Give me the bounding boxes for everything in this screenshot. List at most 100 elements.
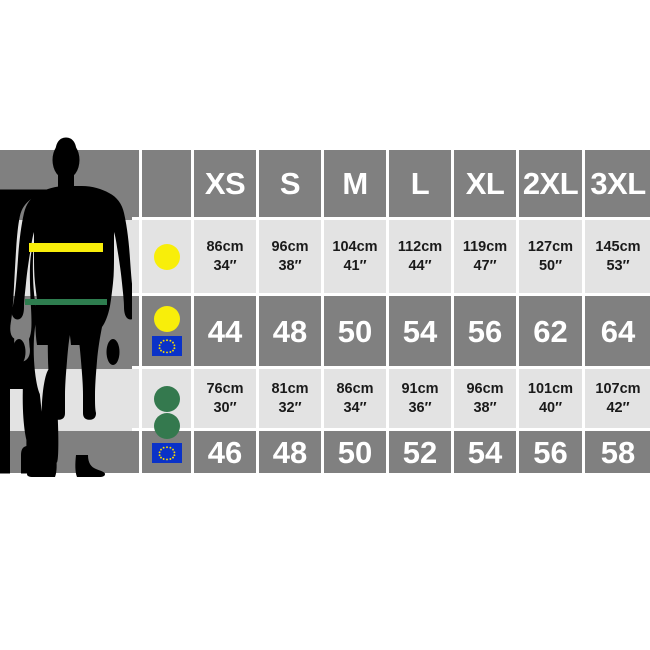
cell-chest-eu-xs: 44 (194, 296, 259, 369)
measure-cm: 145cm (595, 239, 641, 256)
measure-cm: 101cm (527, 381, 574, 398)
measure-cm: 86cm (336, 381, 374, 398)
row-spacer-cell (132, 431, 142, 473)
chest-eu-marker-cell (142, 296, 194, 369)
marker-group (142, 413, 191, 463)
body-figure-panel (0, 137, 132, 477)
cell-waist-cm-s: 81cm 32″ (259, 369, 324, 431)
cell-chest-eu-s: 48 (259, 296, 324, 369)
chest-marker-cell (142, 220, 194, 296)
row-spacer-cell (132, 220, 142, 296)
cell-waist-cm-m: 86cm 34″ (324, 369, 389, 431)
table-row-waist-cm: 76cm 30″ 81cm 32″ 86cm 34″ (132, 369, 650, 431)
green-waist-measure-line (25, 299, 107, 305)
measure-cm: 119cm (462, 239, 508, 256)
table-row-waist-eu: 46 48 50 52 54 56 58 (132, 413, 650, 473)
measure-inch: 47″ (473, 257, 497, 274)
cell-chest-cm-s: 96cm 38″ (259, 220, 324, 296)
measure-inch: 32″ (278, 399, 302, 416)
measure-value: 145cm 53″ (595, 238, 640, 274)
measure-inch: 34″ (213, 257, 237, 274)
marker-group (151, 306, 182, 356)
header-spacer-cell (132, 150, 142, 220)
measure-inch: 41″ (343, 257, 367, 274)
measure-cm: 112cm (397, 239, 443, 256)
eu-size-value: 56 (533, 434, 568, 470)
measure-value: 86cm 34″ (206, 238, 243, 274)
measure-inch: 30″ (213, 399, 237, 416)
measure-inch: 40″ (538, 399, 563, 416)
yellow-dot-icon (153, 243, 180, 270)
cell-waist-cm-2xl: 101cm 40″ (519, 369, 585, 431)
measure-value: 127cm 50″ (528, 238, 573, 274)
header-size-3xl: 3XL (585, 150, 650, 220)
measure-inch: 36″ (408, 399, 432, 416)
cell-chest-cm-2xl: 127cm 50″ (519, 220, 585, 296)
cell-chest-cm-l: 112cm 44″ (389, 220, 454, 296)
measure-value: 86cm 34″ (336, 380, 373, 416)
cell-chest-eu-l: 54 (389, 296, 454, 369)
measure-value: 112cm 44″ (398, 238, 442, 274)
eu-size-value: 50 (337, 434, 373, 470)
size-label: S (279, 166, 301, 201)
waist-eu-marker-cell (142, 413, 194, 473)
cell-waist-eu-xl: 54 (454, 431, 519, 473)
measure-cm: 91cm (401, 381, 439, 398)
eu-size-value: 48 (272, 313, 308, 349)
eu-size-value: 54 (402, 313, 438, 349)
cell-waist-eu-xs: 46 (194, 431, 259, 473)
marker-group (153, 243, 180, 270)
header-size-xs: XS (194, 150, 259, 220)
table-header-row: XS S M L XL 2XL 3XL (132, 150, 650, 220)
measure-cm: 107cm (595, 381, 641, 398)
row-spacer-cell (132, 296, 142, 369)
measure-value: 96cm 38″ (466, 380, 503, 416)
cell-waist-cm-3xl: 107cm 42″ (585, 369, 650, 431)
size-label: XL (465, 166, 505, 201)
measure-value: 76cm 30″ (206, 380, 243, 416)
measure-cm: 76cm (206, 381, 244, 398)
eu-size-value: 62 (533, 313, 568, 349)
eu-size-value: 52 (402, 434, 438, 470)
eu-size-value: 46 (207, 434, 243, 470)
size-label: 2XL (522, 166, 579, 201)
cell-waist-eu-l: 52 (389, 431, 454, 473)
header-icon-cell (142, 150, 194, 220)
cell-waist-cm-xs: 76cm 30″ (194, 369, 259, 431)
cell-chest-cm-xs: 86cm 34″ (194, 220, 259, 296)
cell-chest-eu-m: 50 (324, 296, 389, 369)
measure-inch: 38″ (278, 257, 302, 274)
size-chart: XS S M L XL 2XL 3XL (0, 137, 650, 477)
measure-cm: 96cm (271, 239, 309, 256)
measure-inch: 50″ (538, 257, 563, 274)
eu-size-value: 48 (272, 434, 308, 470)
measure-value: 104cm 41″ (332, 238, 377, 274)
measure-value: 91cm 36″ (401, 380, 438, 416)
yellow-dot-icon (153, 306, 180, 332)
cell-waist-cm-l: 91cm 36″ (389, 369, 454, 431)
eu-size-value: 64 (600, 313, 636, 349)
measure-value: 96cm 38″ (271, 238, 308, 274)
measure-value: 81cm 32″ (271, 380, 308, 416)
marker-group (153, 385, 180, 412)
eu-size-value: 58 (600, 434, 636, 470)
eu-size-value: 44 (207, 313, 243, 349)
eu-size-value: 50 (337, 313, 373, 349)
header-size-xl: XL (454, 150, 519, 220)
cell-chest-eu-2xl: 62 (519, 296, 585, 369)
cell-chest-cm-3xl: 145cm 53″ (585, 220, 650, 296)
size-label: M (342, 166, 368, 201)
measure-inch: 34″ (343, 399, 367, 416)
size-label: XS (204, 166, 246, 201)
green-dot-icon (153, 413, 180, 439)
measure-value: 119cm 47″ (463, 238, 507, 274)
header-size-m: M (324, 150, 389, 220)
cell-chest-cm-xl: 119cm 47″ (454, 220, 519, 296)
measure-cm: 127cm (527, 239, 574, 256)
yellow-chest-measure-line (29, 243, 103, 252)
table-row-chest-eu: 44 48 50 54 56 62 64 (132, 296, 650, 369)
measure-cm: 104cm (332, 239, 378, 256)
header-size-2xl: 2XL (519, 150, 585, 220)
table-row-chest-cm: 86cm 34″ 96cm 38″ 104cm 41″ (132, 220, 650, 296)
measure-cm: 96cm (466, 381, 504, 398)
